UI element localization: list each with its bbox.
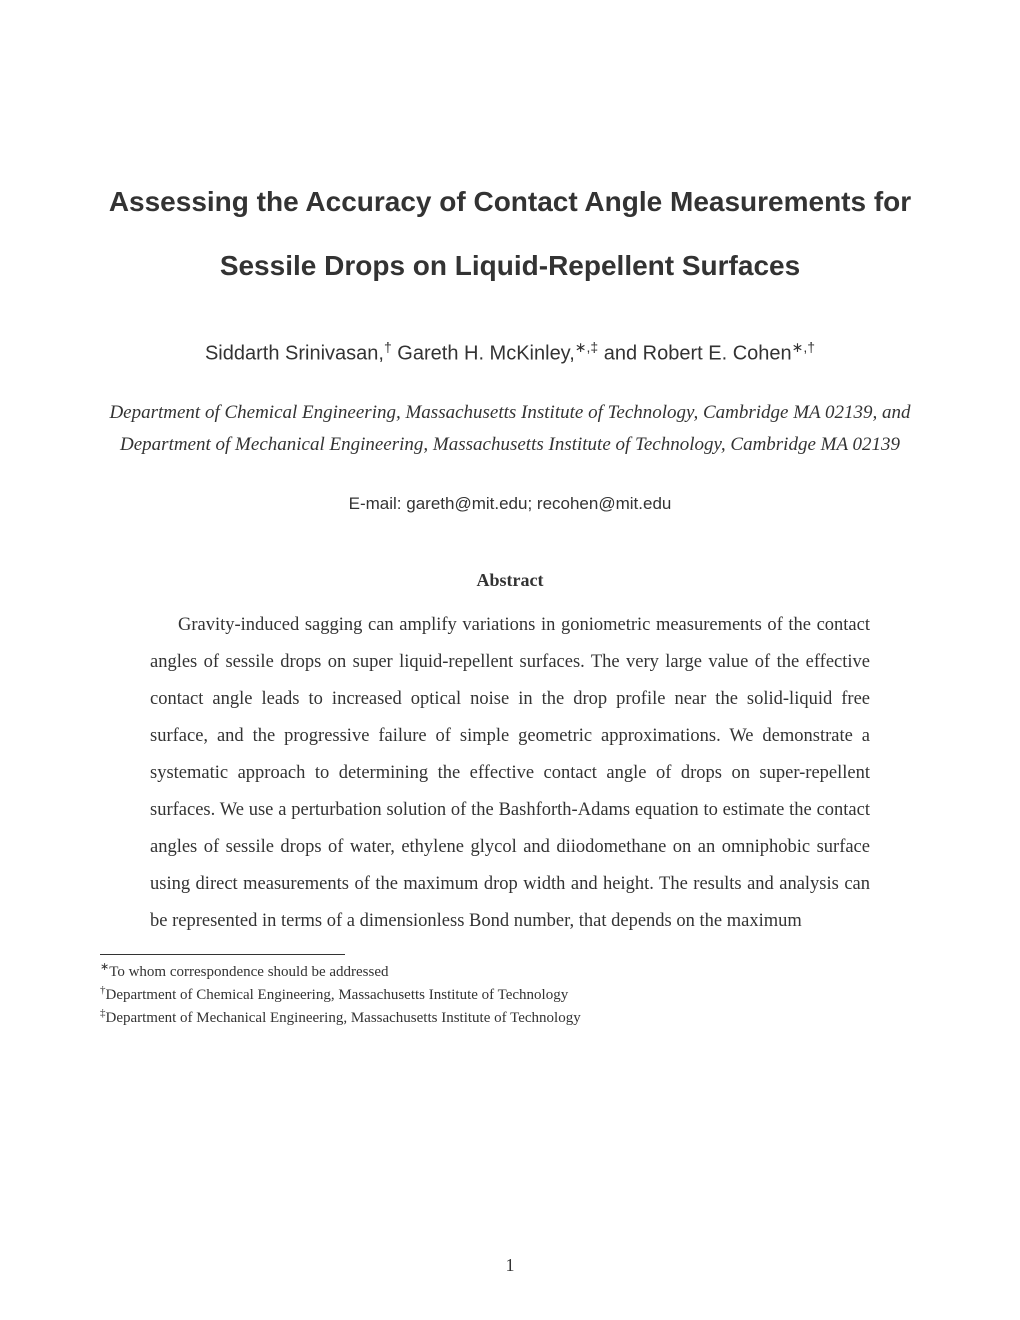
author-1-name: Siddarth Srinivasan, (205, 342, 384, 364)
page-number: 1 (0, 1255, 1020, 1276)
author-1-sup: † (384, 339, 392, 355)
abstract-body: Gravity-induced sagging can amplify vari… (100, 607, 920, 940)
author-list: Siddarth Srinivasan,† Gareth H. McKinley… (100, 339, 920, 366)
footnote-separator (100, 954, 345, 955)
email-line: E-mail: gareth@mit.edu; recohen@mit.edu (100, 494, 920, 514)
footnote-1: ∗To whom correspondence should be addres… (100, 960, 920, 983)
footnote-3: ‡Department of Mechanical Engineering, M… (100, 1006, 920, 1029)
footnote-1-sup: ∗ (100, 961, 109, 973)
footnote-3-text: Department of Mechanical Engineering, Ma… (106, 1010, 581, 1026)
author-3-name: and Robert E. Cohen (604, 342, 792, 364)
footnote-2: †Department of Chemical Engineering, Mas… (100, 983, 920, 1006)
abstract-heading: Abstract (100, 570, 920, 591)
footnote-1-text: To whom correspondence should be address… (109, 964, 388, 980)
affiliation-text: Department of Chemical Engineering, Mass… (100, 397, 920, 460)
author-3-sup: ∗,† (792, 339, 815, 355)
author-2-name: Gareth H. McKinley, (397, 342, 574, 364)
paper-title: Assessing the Accuracy of Contact Angle … (100, 170, 920, 299)
footnote-2-text: Department of Chemical Engineering, Mass… (106, 987, 569, 1003)
author-2-sup: ∗,‡ (575, 339, 598, 355)
